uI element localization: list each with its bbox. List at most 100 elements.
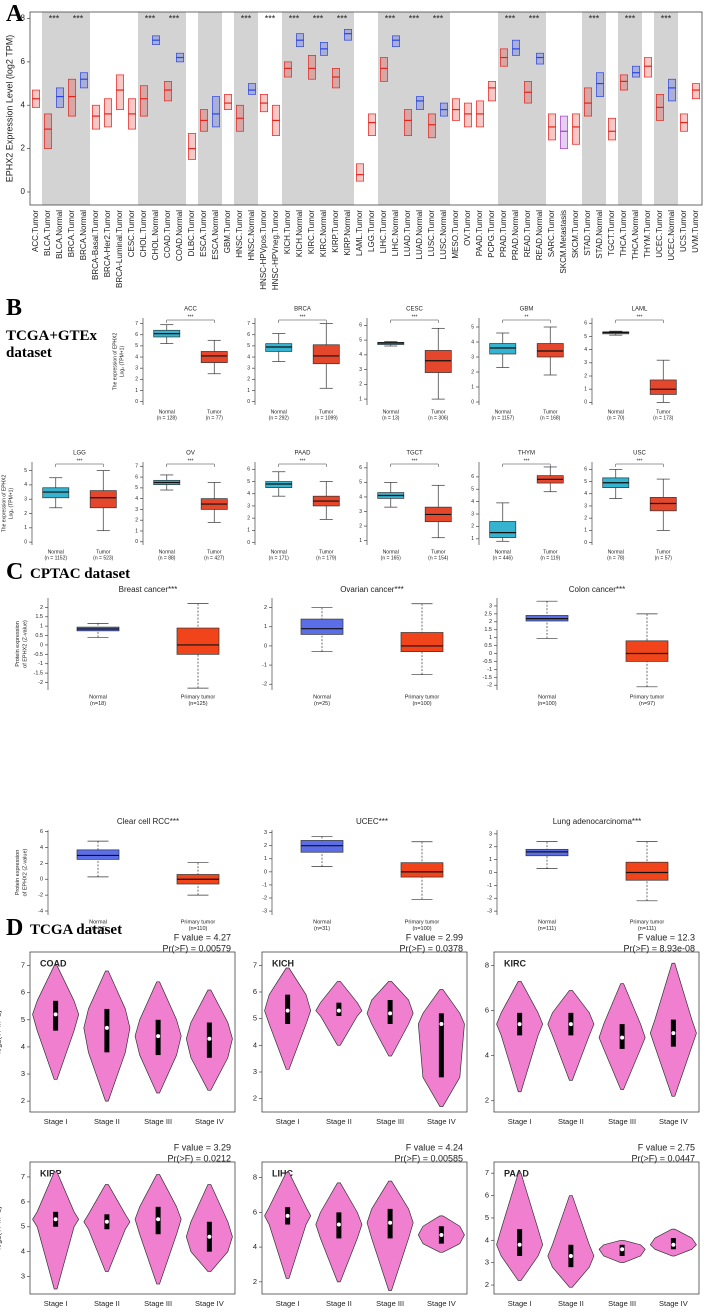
y-tick-label: 2 [24, 511, 27, 517]
x-tick-label: Normal [271, 409, 287, 415]
y-tick-label: 1 [264, 624, 267, 630]
x-tick-label: LIHC.Normal [391, 210, 400, 256]
x-tick-label: Tumor [543, 409, 558, 415]
box [596, 72, 604, 97]
y-axis-label: The expression of EPHX2 [1, 475, 7, 533]
median [336, 1008, 341, 1013]
n-label: (n = 523) [93, 555, 113, 561]
y-tick-label: 4 [24, 482, 27, 488]
y-tick-label: 1 [359, 538, 362, 544]
chart-title: KIRC [504, 958, 526, 968]
box [668, 78, 676, 102]
x-tick-label: DLBC.Tumor [187, 210, 196, 257]
y-tick-label: 6 [135, 474, 138, 480]
box [489, 521, 517, 538]
n-label: (n = 70) [607, 415, 625, 421]
y-tick-label: 5 [471, 487, 474, 493]
x-tick-label: LUSC.Normal [439, 210, 448, 260]
significance: *** [289, 13, 300, 23]
x-tick-label: Normal [48, 549, 64, 555]
y-tick-label: 2 [359, 523, 362, 529]
chart-title: PAAD [295, 451, 312, 457]
y-tick-label: 0 [247, 399, 250, 405]
n-label: (n=110) [189, 926, 208, 932]
y-tick-label: 7 [135, 321, 138, 327]
y-tick-label: 3 [247, 366, 250, 372]
significance: *** [433, 13, 444, 23]
n-label: (n = 1099) [315, 415, 338, 421]
y-tick-label: 5 [359, 337, 362, 343]
n-label: (n = 168) [540, 415, 560, 421]
x-tick-label: LUAD.Normal [415, 210, 424, 260]
box [572, 113, 580, 145]
y-tick-label: 2 [40, 861, 43, 867]
chart-title: KIRP [40, 1168, 62, 1178]
x-tick-label: SARC.Tumor [547, 210, 556, 258]
x-tick-label: BRCA-Basal.Tumor [91, 210, 100, 280]
y-tick-label: 2 [485, 1280, 489, 1289]
box [284, 61, 292, 78]
shade-band [654, 12, 678, 205]
sig-bracket [278, 463, 327, 467]
x-tick-label: Stage II [558, 1299, 584, 1308]
y-tick-label: 2 [135, 518, 138, 524]
x-tick-label: THYM.Tumor [643, 210, 652, 258]
x-tick-label: TGCT.Tumor [607, 210, 616, 256]
significance: *** [412, 458, 418, 464]
box [536, 52, 544, 65]
n-label: (n = 78) [607, 555, 625, 561]
shade-band [582, 12, 606, 205]
chart-title: LIHC [272, 1168, 293, 1178]
box [76, 849, 120, 860]
box [625, 861, 669, 881]
y-axis-label: of EPHX2 (Z-value) [22, 620, 28, 668]
y-tick-label: 5 [485, 1213, 489, 1222]
x-tick-label: Primary tumor [405, 694, 440, 700]
sig-bracket [615, 463, 664, 467]
x-tick-label: CHOL.Tumor [139, 210, 148, 258]
x-tick-label: HNSC.Normal [247, 210, 256, 261]
x-tick-label: Stage IV [195, 1117, 224, 1126]
x-tick-label: Stage III [608, 1299, 636, 1308]
y-tick-label: 3 [21, 1272, 25, 1281]
box [104, 98, 112, 128]
n-label: (n = 77) [206, 415, 224, 421]
y-tick-label: 6 [485, 1191, 489, 1200]
y-tick-label: 0 [471, 399, 474, 405]
y-tick-label: 4 [21, 100, 26, 109]
median [568, 1253, 573, 1258]
box [265, 481, 293, 488]
shade-band [234, 12, 258, 205]
box [692, 83, 700, 100]
median [517, 1242, 522, 1247]
significance: *** [313, 13, 324, 23]
y-tick-label: 5 [135, 343, 138, 349]
y-tick-label: 6 [21, 988, 25, 997]
y-tick-label: -1 [262, 663, 267, 669]
y-tick-label: -2 [487, 683, 492, 689]
significance: *** [73, 13, 84, 23]
chart-title: CESC [406, 307, 423, 313]
significance: *** [529, 13, 540, 23]
chart-title: PAAD [504, 1168, 529, 1178]
n-label: (n = 88) [158, 555, 176, 561]
box [489, 343, 517, 355]
x-tick-label: Stage II [94, 1299, 120, 1308]
y-tick-label: 1 [584, 528, 587, 534]
x-tick-label: Stage IV [427, 1299, 456, 1308]
box [584, 87, 592, 117]
n-label: (n=100) [412, 926, 431, 932]
y-tick-label: 3 [135, 507, 138, 513]
significance: ** [525, 314, 529, 320]
significance: *** [661, 13, 672, 23]
x-tick-label: Stage I [276, 1299, 300, 1308]
significance: *** [300, 458, 306, 464]
box [392, 35, 400, 48]
y-tick-label: -2 [38, 893, 43, 899]
chart-title: ACC [184, 307, 197, 313]
y-tick-label: 1.5 [484, 627, 492, 633]
y-tick-label: 3 [135, 366, 138, 372]
sig-bracket [390, 319, 439, 323]
box [176, 627, 220, 655]
